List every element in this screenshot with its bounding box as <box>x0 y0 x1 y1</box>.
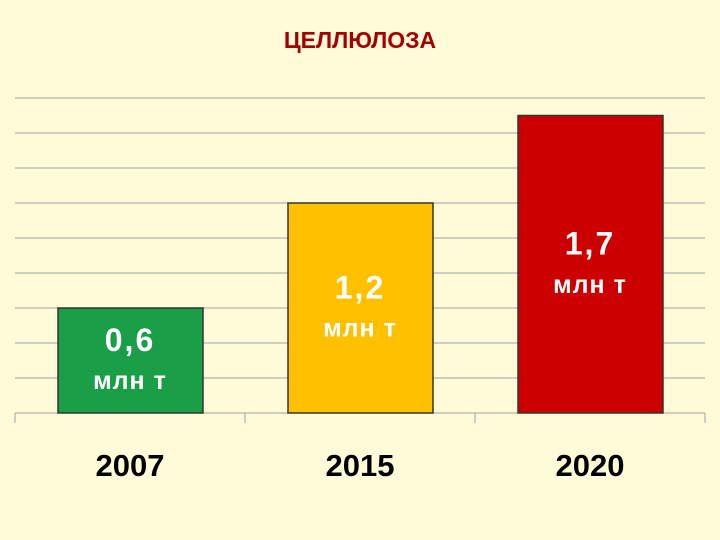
value-label: 0,6 <box>105 322 155 358</box>
unit-label: млн т <box>93 367 167 395</box>
x-tick-label: 2020 <box>556 448 625 483</box>
unit-label: млн т <box>323 315 397 343</box>
bar <box>517 114 664 414</box>
value-label: 1,7 <box>565 226 615 262</box>
x-tick-label: 2007 <box>96 448 165 483</box>
unit-label: млн т <box>553 271 627 299</box>
bar <box>57 307 204 414</box>
chart-title: ЦЕЛЛЮЛОЗА <box>284 27 436 53</box>
value-label: 1,2 <box>335 269 385 305</box>
bar <box>287 202 434 414</box>
x-tick-label: 2015 <box>326 448 395 483</box>
